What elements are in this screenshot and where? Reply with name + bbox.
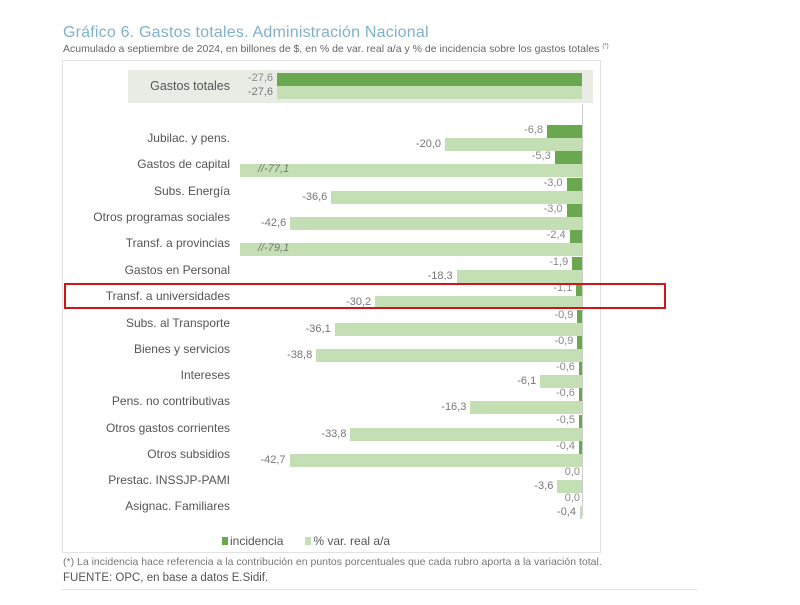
legend-swatch-var <box>305 537 312 545</box>
incidencia-bar <box>576 283 582 296</box>
var-value: -3,6 <box>534 480 554 492</box>
incidencia-bar <box>572 257 582 270</box>
var-bar <box>456 270 582 283</box>
incidencia-value: -5,3 <box>531 150 551 162</box>
category-label: Subs. al Transporte <box>125 316 230 330</box>
category-label: Otros subsidios <box>147 447 230 461</box>
var-bar <box>240 243 582 256</box>
var-bar <box>240 164 582 177</box>
category-label: Transf. a provincias <box>125 236 230 250</box>
legend-item-incidencia: incidencia <box>222 534 283 548</box>
legend-label-incidencia: incidencia <box>230 534 284 548</box>
var-value: -0,4 <box>557 506 576 518</box>
incidencia-value: 0,0 <box>564 466 580 478</box>
var-value: -36,6 <box>302 191 328 203</box>
var-value: -18,3 <box>427 270 453 282</box>
incidencia-bar <box>566 204 582 217</box>
category-label: Transf. a universidades <box>105 289 230 303</box>
var-value: //-79,1 <box>258 242 290 254</box>
var-bar <box>375 296 582 309</box>
bottom-divider <box>62 589 697 590</box>
legend: incidencia % var. real a/a <box>222 534 390 548</box>
subtitle-text: Acumulado a septiembre de 2024, en billo… <box>63 43 600 55</box>
legend-swatch-incidencia <box>222 537 228 545</box>
var-bar <box>277 86 582 99</box>
incidencia-value: -0,4 <box>556 440 575 452</box>
incidencia-value: 0,0 <box>564 492 580 504</box>
category-label: Otros programas sociales <box>93 210 230 224</box>
category-label: Asignac. Familiares <box>125 499 230 513</box>
zero-axis <box>582 104 583 516</box>
chart-title: Gráfico 6. Gastos totales. Administració… <box>63 24 429 41</box>
var-value: -27,6 <box>247 86 273 98</box>
var-bar <box>316 349 582 362</box>
incidencia-value: -0,6 <box>555 361 575 373</box>
footnote-mark: (*) <box>602 43 609 50</box>
incidencia-value: -0,9 <box>554 309 574 321</box>
incidencia-bar <box>566 178 582 191</box>
legend-item-var: % var. real a/a <box>305 534 390 548</box>
footnote: (*) La incidencia hace referencia a la c… <box>63 556 602 568</box>
incidencia-value: -0,9 <box>554 335 574 347</box>
var-value: -6,1 <box>517 375 537 387</box>
source-note: FUENTE: OPC, en base a datos E.Sidif. <box>63 572 269 584</box>
legend-label-var: % var. real a/a <box>313 534 391 548</box>
incidencia-value: -3,0 <box>543 177 563 189</box>
category-label: Gastos de capital <box>137 157 230 171</box>
incidencia-value: -0,6 <box>555 387 575 399</box>
category-label: Pens. no contributivas <box>111 394 230 408</box>
incidencia-value: -6,8 <box>524 124 543 136</box>
chart-subtitle: Acumulado a septiembre de 2024, en billo… <box>63 43 609 55</box>
incidencia-bar <box>277 73 582 86</box>
var-value: -36,1 <box>305 323 331 335</box>
incidencia-bar <box>569 230 582 243</box>
var-value: -33,8 <box>321 428 347 440</box>
incidencia-bar <box>554 151 582 164</box>
var-bar <box>290 217 582 230</box>
category-label: Otros gastos corrientes <box>105 421 230 435</box>
incidencia-bar <box>579 415 582 428</box>
var-bar <box>331 191 582 204</box>
incidencia-bar <box>577 336 582 349</box>
chart-frame <box>62 60 601 553</box>
incidencia-value: -3,0 <box>543 203 563 215</box>
category-label: Gastos totales <box>150 79 230 93</box>
category-label: Gastos en Personal <box>124 263 230 277</box>
highlight-box <box>64 283 666 309</box>
var-value: //-77,1 <box>258 163 290 175</box>
var-bar <box>289 454 582 467</box>
category-label: Prestac. INSSJP-PAMI <box>108 473 230 487</box>
var-value: -42,7 <box>260 454 286 466</box>
var-bar <box>540 375 582 388</box>
category-label: Bienes y servicios <box>133 342 230 356</box>
var-value: -30,2 <box>346 296 372 308</box>
incidencia-bar <box>577 310 582 323</box>
category-label: Jubilac. y pens. <box>147 131 230 145</box>
var-bar <box>445 138 582 151</box>
incidencia-value: -1,1 <box>553 282 573 294</box>
var-bar <box>557 480 582 493</box>
var-bar <box>334 323 582 336</box>
incidencia-value: -1,9 <box>549 256 569 268</box>
category-label: Subs. Energía <box>153 184 230 198</box>
incidencia-value: -0,5 <box>556 414 575 426</box>
incidencia-value: -2,4 <box>546 229 566 241</box>
var-bar <box>580 506 582 519</box>
var-value: -20,0 <box>415 138 441 150</box>
var-value: -16,3 <box>441 401 467 413</box>
var-bar <box>350 428 582 441</box>
var-value: -38,8 <box>287 349 313 361</box>
incidencia-bar <box>547 125 582 138</box>
incidencia-bar <box>578 388 582 401</box>
category-label: Intereses <box>180 368 230 382</box>
incidencia-bar <box>579 441 582 454</box>
incidencia-bar <box>578 362 582 375</box>
incidencia-value: -27,6 <box>247 72 273 84</box>
var-value: -42,6 <box>261 217 287 229</box>
var-bar <box>470 401 582 414</box>
